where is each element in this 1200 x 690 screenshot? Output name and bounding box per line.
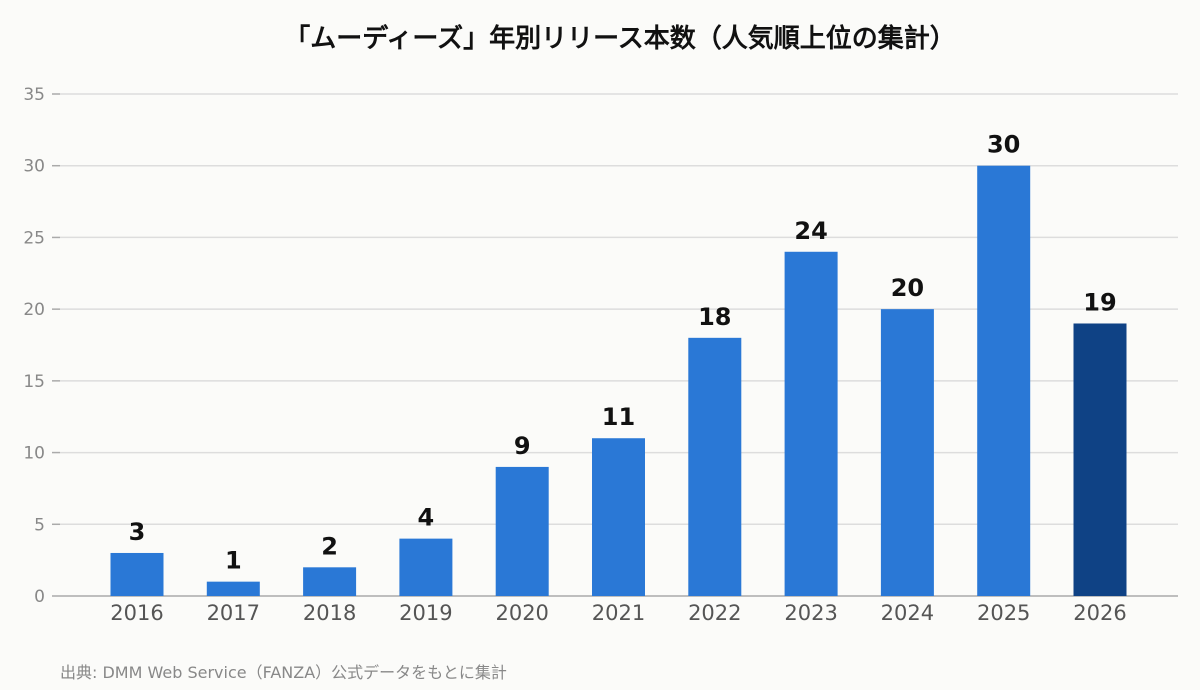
bar-2016 xyxy=(110,552,164,596)
x-tick-label: 2025 xyxy=(977,601,1030,625)
bar-2026 xyxy=(1073,323,1127,596)
data-label: 19 xyxy=(1083,288,1116,316)
data-label: 20 xyxy=(891,274,924,302)
data-label: 30 xyxy=(987,131,1020,159)
bar-2021 xyxy=(592,438,645,596)
data-label: 18 xyxy=(698,303,731,331)
y-tick-label: 20 xyxy=(23,300,45,320)
y-tick-label: 30 xyxy=(23,157,45,177)
chart-title: 「ムーディーズ」年別リリース本数（人気順上位の集計） xyxy=(284,24,956,54)
bar-2020 xyxy=(495,466,549,596)
data-label: 1 xyxy=(225,547,242,575)
y-tick-label: 5 xyxy=(34,515,45,535)
x-tick-label: 2024 xyxy=(881,601,934,625)
x-tick-label: 2021 xyxy=(592,601,645,625)
bars xyxy=(110,165,1127,596)
x-tick-label: 2023 xyxy=(784,601,837,625)
data-label: 24 xyxy=(794,217,827,245)
bar-2022 xyxy=(688,337,742,596)
x-tick-label: 2022 xyxy=(688,601,741,625)
bar-2019 xyxy=(399,538,453,596)
x-tick-label: 2020 xyxy=(495,601,548,625)
source-note: 出典: DMM Web Service（FANZA）公式データをもとに集計 xyxy=(60,663,507,682)
x-axis: 2016 2017 2018 2019 2020 2021 2022 2023 2024 2025… xyxy=(110,601,1126,625)
y-tick-label: 25 xyxy=(23,228,45,248)
bar-2017 xyxy=(206,581,260,596)
data-label: 2 xyxy=(321,532,338,560)
x-tick-label: 2016 xyxy=(110,601,163,625)
y-tick-label: 35 xyxy=(23,85,45,105)
x-tick-label: 2019 xyxy=(399,601,452,625)
data-label: 9 xyxy=(514,432,531,460)
x-tick-label: 2017 xyxy=(207,601,260,625)
bar-2024 xyxy=(880,309,934,596)
bar-2023 xyxy=(784,251,838,596)
y-tick-label: 0 xyxy=(34,587,45,607)
y-axis: 0 5 10 15 20 25 30 35 xyxy=(23,85,60,607)
data-label: 11 xyxy=(602,403,635,431)
y-tick-label: 15 xyxy=(23,372,45,392)
bar-2018 xyxy=(303,567,357,596)
data-label: 4 xyxy=(418,504,435,532)
bar-2025 xyxy=(977,165,1031,596)
x-tick-label: 2026 xyxy=(1073,601,1126,625)
y-tick-label: 10 xyxy=(23,444,45,464)
data-label: 3 xyxy=(129,518,146,546)
x-tick-label: 2018 xyxy=(303,601,356,625)
